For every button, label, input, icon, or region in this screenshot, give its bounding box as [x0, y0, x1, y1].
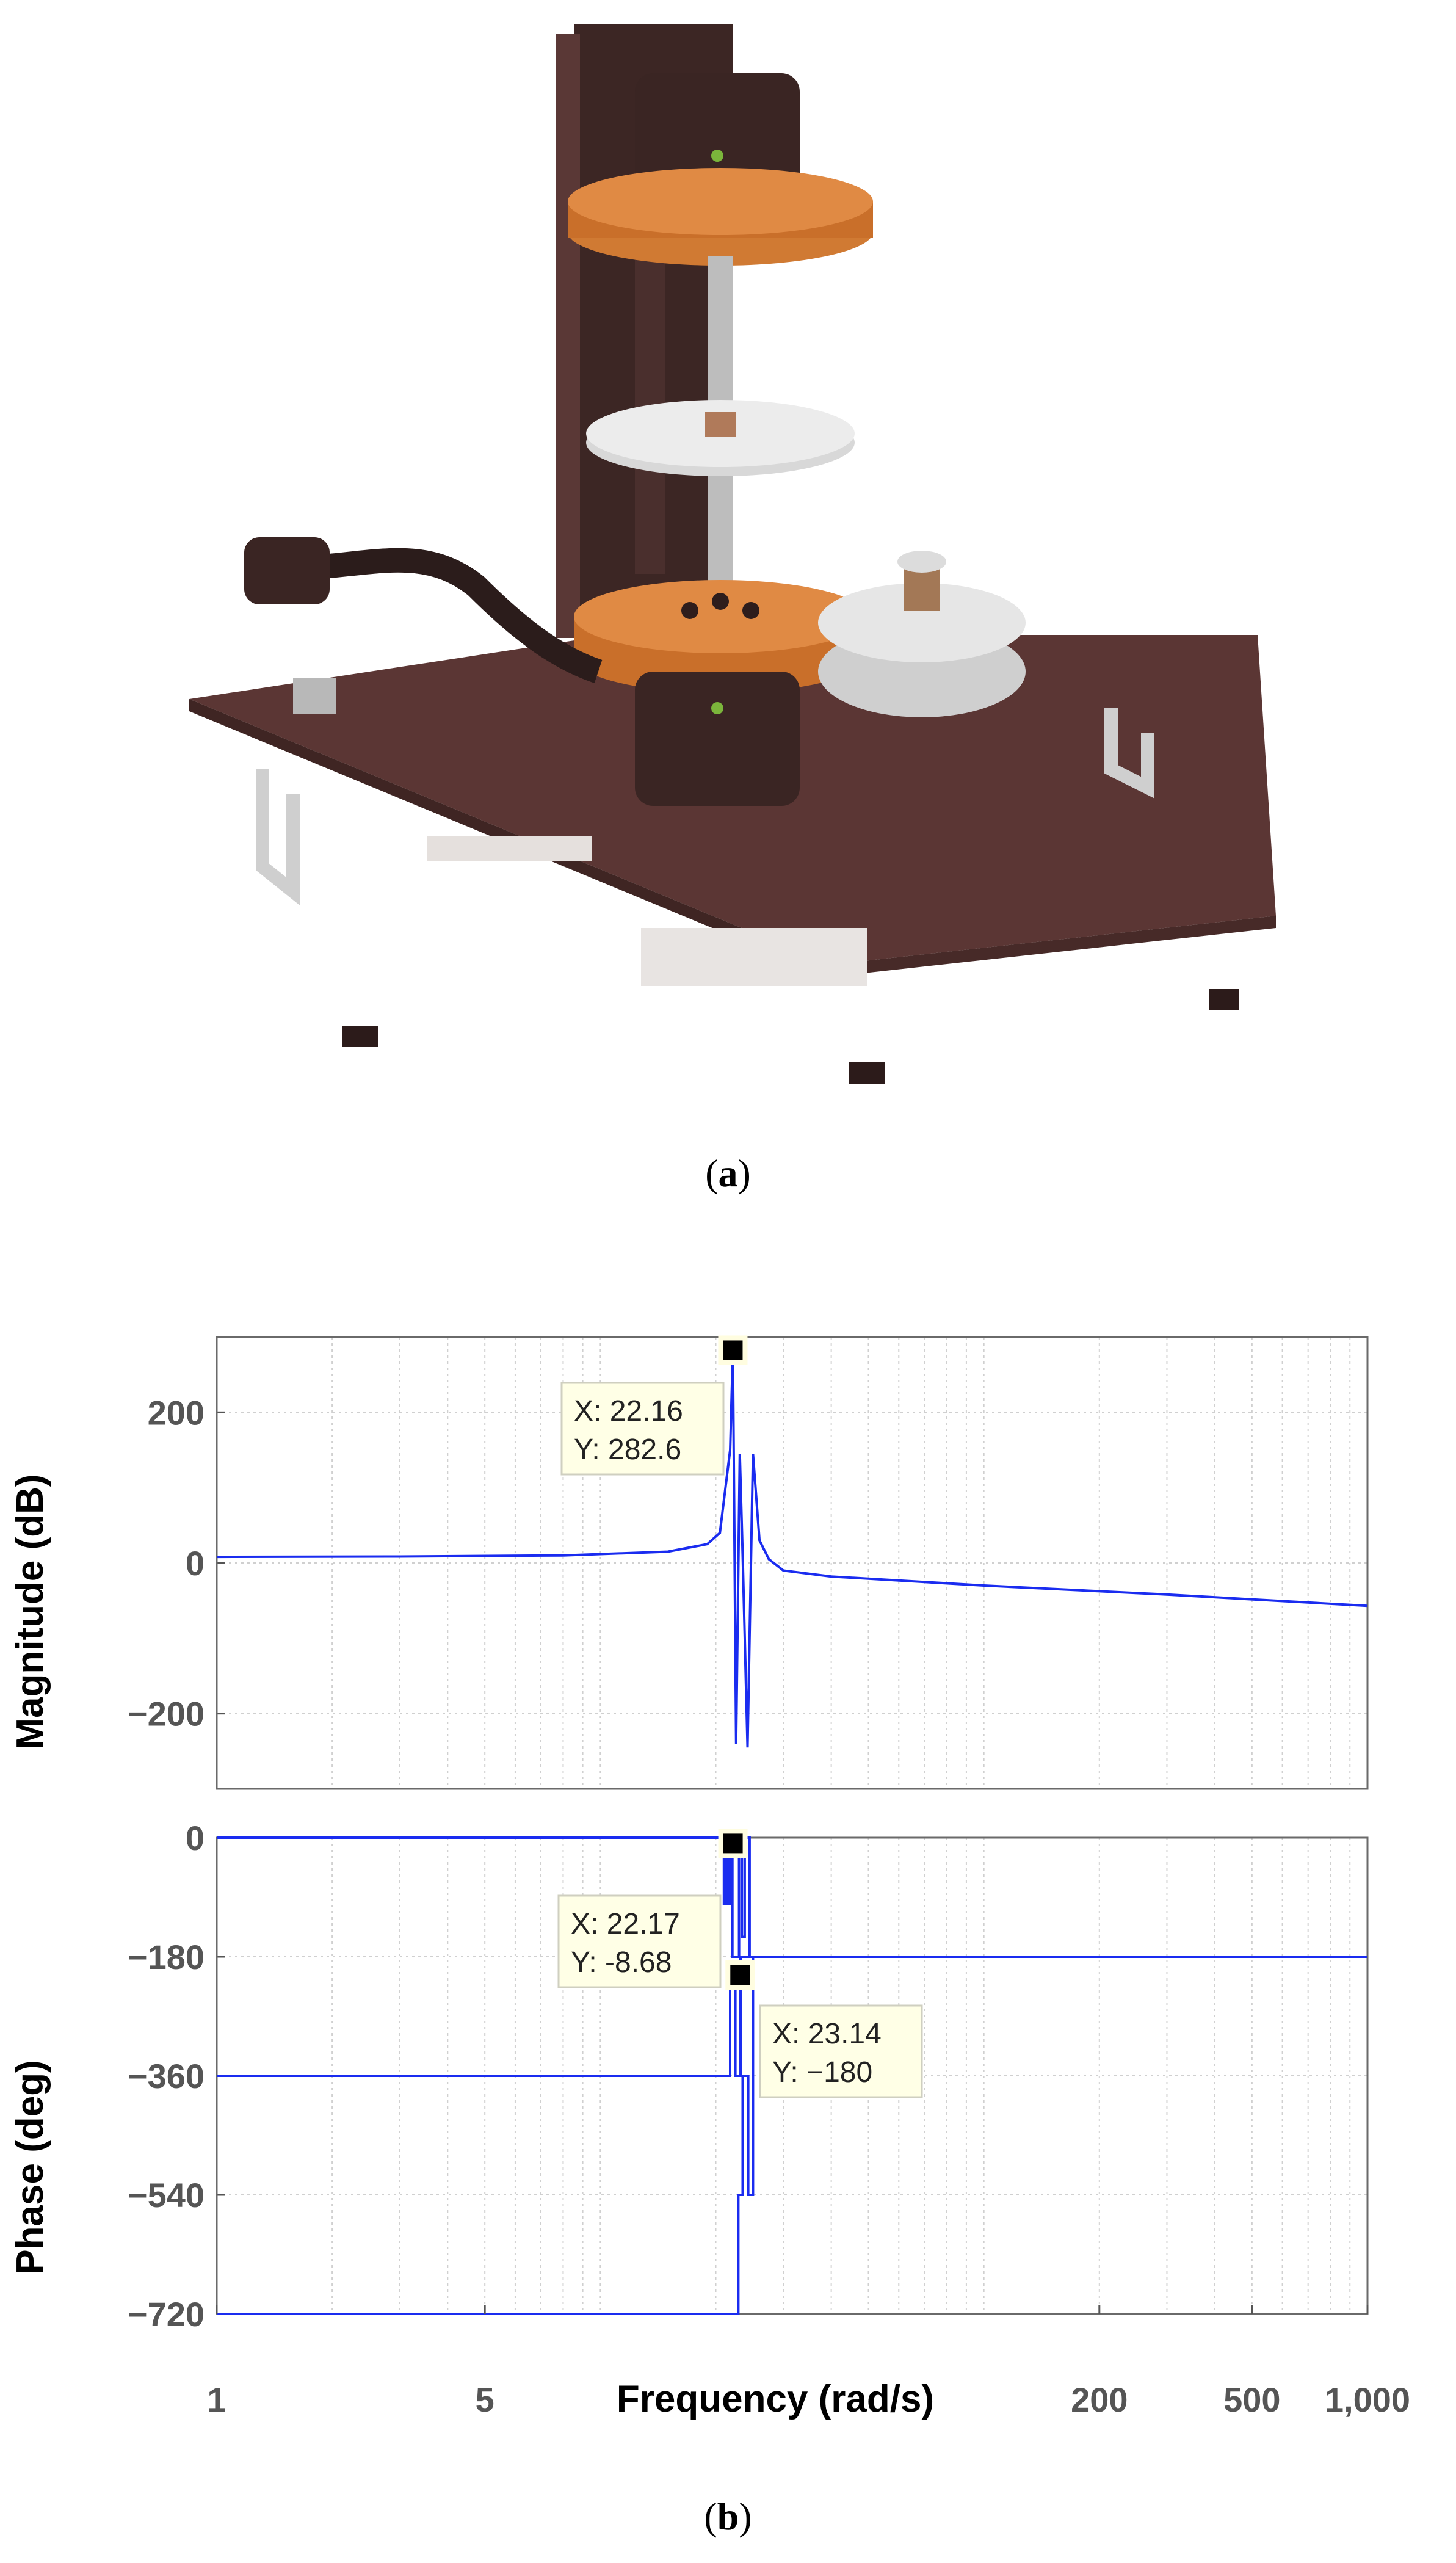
- x-axis-label: Frequency (rad/s): [617, 2378, 934, 2420]
- phase-y-tick-label: −720: [128, 2295, 205, 2333]
- phase-axes: 0 −180 −360 −540 −720 X: 22.17 Y: -8.68 X: 23.1…: [128, 1819, 1410, 2419]
- cable: [261, 548, 603, 683]
- column-side: [556, 34, 580, 638]
- magnitude-axes: −200 0 200 X: 22.16 Y: 282.6: [128, 1335, 1369, 1790]
- x-tick-label: 5: [476, 2380, 494, 2419]
- base-label-plate: [641, 928, 867, 986]
- phase-datatip-x: X: 23.14: [772, 2018, 882, 2050]
- phase-datatip-marker: [718, 1829, 748, 1858]
- x-tick-label: 1: [207, 2380, 226, 2419]
- magnitude-y-tick-label: −200: [128, 1695, 205, 1733]
- magnitude-datatip-box: [560, 1382, 725, 1476]
- motor-led: [711, 702, 723, 714]
- base-foot: [849, 1062, 885, 1084]
- phase-y-tick-label: −180: [128, 1938, 205, 1976]
- magnitude-y-axis-label: Magnitude (dB): [9, 1474, 51, 1749]
- apparatus-photo: [189, 24, 1276, 1084]
- base-foot: [342, 1026, 378, 1047]
- connector-bracket: [293, 678, 336, 714]
- phase-series-line: [217, 1956, 1367, 2315]
- phase-y-axis-label: Phase (deg): [9, 2060, 51, 2274]
- magnitude-datatip-y: Y: 282.6: [574, 1434, 681, 1466]
- phase-series-line: [217, 1956, 1367, 2077]
- phase-datatip-box: [557, 1894, 722, 1988]
- handle-right: [1104, 708, 1154, 799]
- x-tick-label: 200: [1071, 2380, 1128, 2419]
- magnitude-datatip-x: X: 22.16: [574, 1395, 683, 1427]
- motor-led: [711, 150, 723, 162]
- phase-datatip-box: [759, 2004, 923, 2098]
- magnitude-frame: [216, 1336, 1369, 1790]
- x-tick-label: 1,000: [1325, 2380, 1410, 2419]
- connector: [244, 537, 330, 604]
- lower-motor: [635, 672, 800, 806]
- phase-y-tick-label: −360: [128, 2057, 205, 2095]
- phase-datatip-marker: [725, 1960, 755, 1990]
- caption-b: (b): [704, 2495, 752, 2538]
- caption-b-letter: b: [717, 2495, 739, 2538]
- base-label-plate: [427, 836, 592, 861]
- caption-a: (a): [705, 1151, 751, 1195]
- handle-left: [256, 769, 300, 905]
- magnitude-datatip-marker: [718, 1335, 748, 1365]
- caption-a-letter: a: [718, 1151, 738, 1195]
- magnitude-series-line: [216, 1350, 1368, 1748]
- phase-datatip-y: Y: -8.68: [571, 1946, 672, 1979]
- bode-plot-panel: −200 0 200 X: 22.16 Y: 282.6 0 −180 −360 −540 −7…: [0, 1313, 1456, 2460]
- x-tick-label: 500: [1223, 2380, 1280, 2419]
- magnitude-y-tick-label: 200: [148, 1393, 205, 1432]
- phase-y-tick-label: −540: [128, 2176, 205, 2214]
- apparatus-photo-panel: [0, 0, 1456, 1087]
- phase-datatip-x: X: 22.17: [571, 1908, 680, 1940]
- base-plate-side: [830, 916, 1276, 977]
- phase-datatip-y: Y: −180: [772, 2056, 872, 2089]
- phase-y-tick-label: 0: [186, 1819, 205, 1857]
- base-foot: [1209, 989, 1239, 1010]
- bode-plot: −200 0 200 X: 22.16 Y: 282.6 0 −180 −360 −540 −7…: [9, 1335, 1410, 2420]
- magnitude-y-tick-label: 0: [186, 1544, 205, 1582]
